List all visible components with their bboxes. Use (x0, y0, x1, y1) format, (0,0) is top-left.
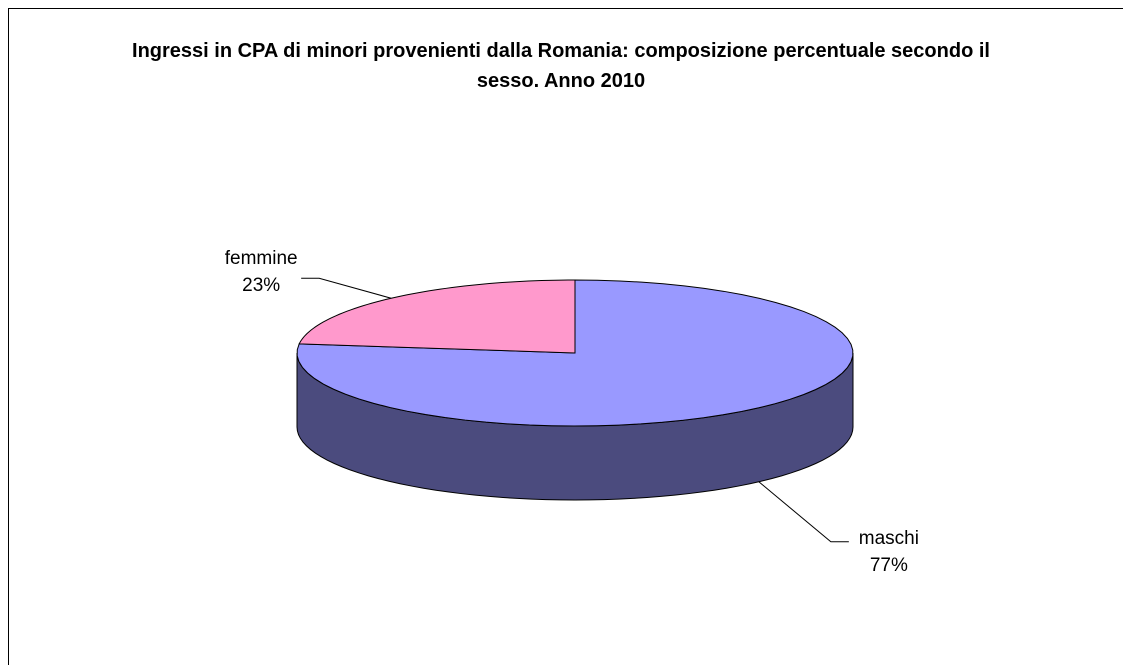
category-label: maschi (859, 528, 919, 549)
pie-slice (298, 279, 576, 354)
value-label: 77% (870, 555, 908, 576)
leader-line (301, 277, 392, 299)
category-label: femmine (225, 248, 298, 269)
chart-title: Ingressi in CPA di minori provenienti da… (132, 40, 990, 92)
chart-border (8, 8, 1123, 665)
leader-line (758, 481, 849, 543)
value-label: 23% (242, 275, 280, 296)
